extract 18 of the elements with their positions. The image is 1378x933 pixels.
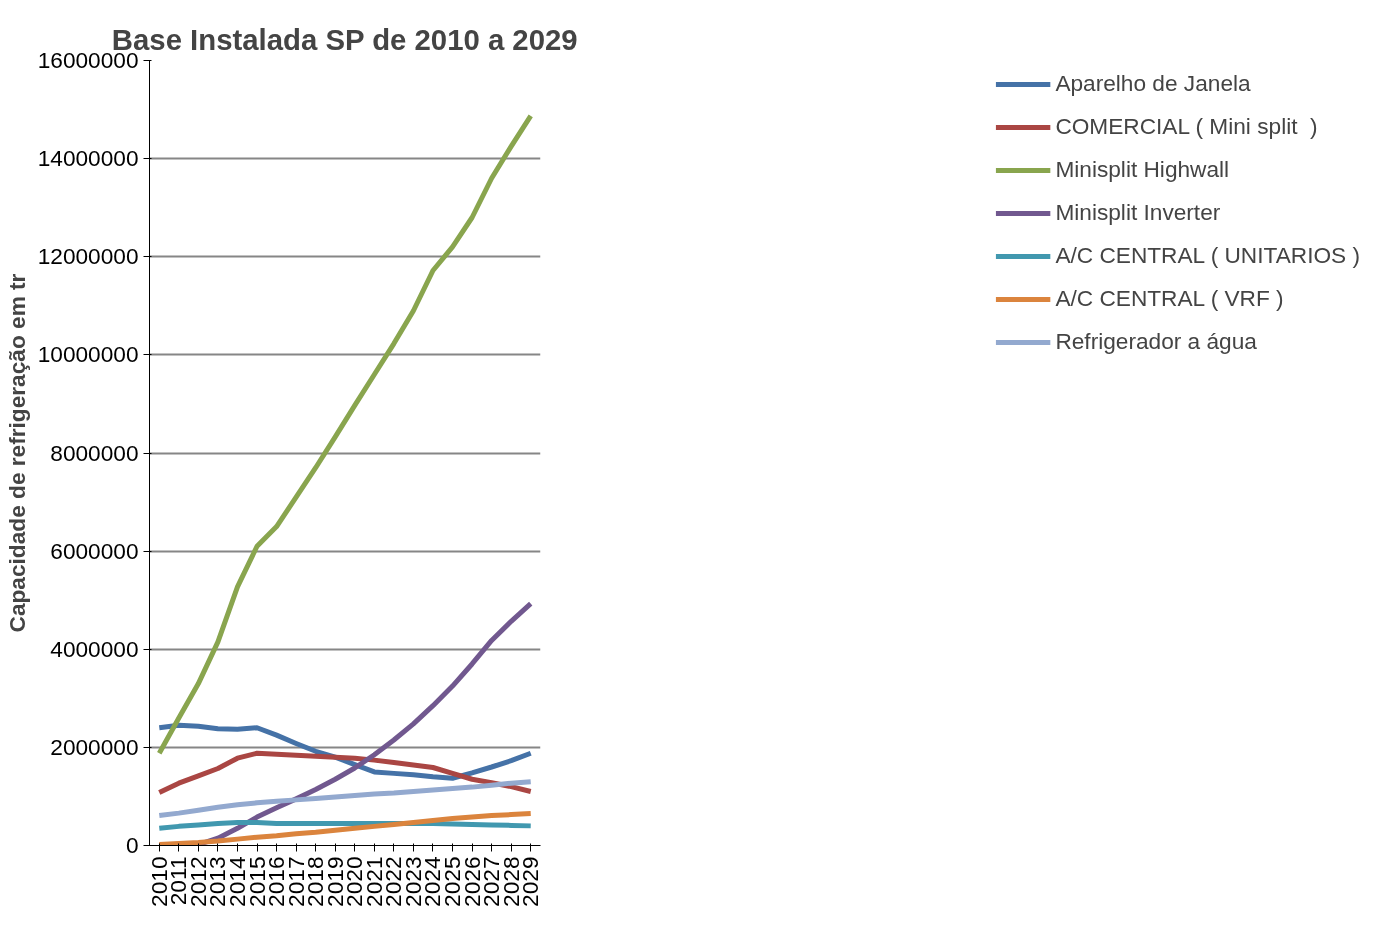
legend-label: Minisplit Inverter [1055,199,1221,226]
y-tick-label: 0 [125,832,139,858]
y-tick-label: 2000000 [50,733,139,760]
legend-label: COMERCIAL ( Mini split ) [1055,113,1318,140]
y-tick-label: 8000000 [50,439,139,466]
legend-label: Minisplit Highwall [1055,156,1230,183]
x-tick-label: 2010 [145,856,172,907]
legend-label: A/C CENTRAL ( VRF ) [1055,285,1284,312]
y-tick-label: 14000000 [37,145,139,172]
y-tick-label: 6000000 [50,537,139,564]
y-tick-label: 10000000 [37,341,139,368]
y-tick-label: 12000000 [37,243,139,270]
legend-label: Aparelho de Janela [1055,70,1251,97]
legend-label: Refrigerador a água [1055,328,1257,355]
y-tick-label: 4000000 [50,635,139,662]
y-axis-title: Capacidade de refrigeração em tr [3,273,30,633]
legend-label: A/C CENTRAL ( UNITARIOS ) [1055,242,1360,269]
x-tick-label: 2025 [439,856,466,907]
